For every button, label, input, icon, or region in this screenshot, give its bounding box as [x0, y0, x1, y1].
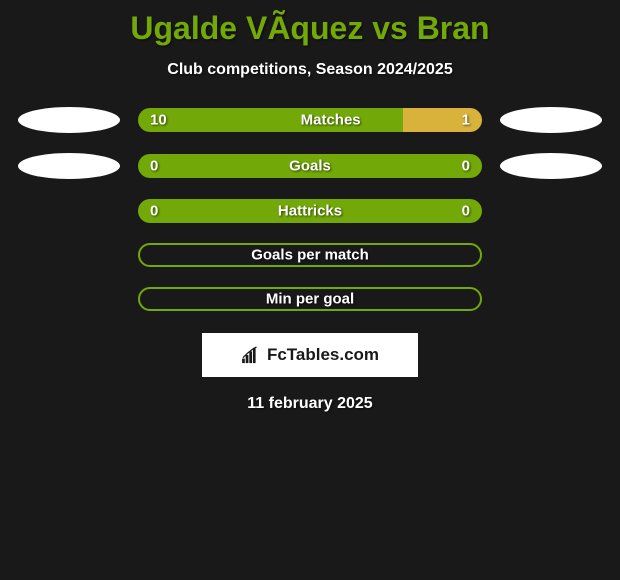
stat-value-right: 0: [462, 158, 470, 175]
stat-row: 0 Goals 0: [0, 153, 620, 179]
stat-row: 10 Matches 1: [0, 107, 620, 133]
stat-label: Hattricks: [278, 203, 342, 220]
date-text: 11 february 2025: [0, 395, 620, 413]
subtitle: Club competitions, Season 2024/2025: [0, 61, 620, 79]
player2-oval: [500, 107, 602, 133]
bars-region: 10Matches10Goals00Hattricks0Goals per ma…: [0, 107, 620, 311]
stat-value-right: 0: [462, 203, 470, 220]
stat-bar: 0 Goals 0: [138, 154, 482, 178]
player2-oval: [500, 153, 602, 179]
stat-label: Min per goal: [266, 291, 354, 308]
infographic-container: Ugalde VÃ­quez vs Bran Club competitions…: [0, 0, 620, 580]
stat-label: Goals: [289, 158, 331, 175]
chart-icon: [241, 346, 263, 364]
bar-fill-right: [403, 108, 482, 132]
stat-value-left: 0: [150, 203, 158, 220]
page-title: Ugalde VÃ­quez vs Bran: [0, 0, 620, 47]
brand-box: FcTables.com: [202, 333, 418, 377]
stat-label: Matches: [301, 112, 361, 129]
stat-value-left: 0: [150, 158, 158, 175]
stat-bar: 10 Matches 1: [138, 108, 482, 132]
player1-oval: [18, 153, 120, 179]
player1-oval: [18, 107, 120, 133]
stat-bar: 0 Hattricks 0: [138, 199, 482, 223]
stat-label: Goals per match: [251, 247, 369, 264]
brand-text: FcTables.com: [267, 345, 379, 365]
stat-value-right: 1: [462, 112, 470, 129]
stat-bar: Goals per match: [138, 243, 482, 267]
stat-bar: Min per goal: [138, 287, 482, 311]
stat-value-left: 10: [150, 112, 167, 129]
